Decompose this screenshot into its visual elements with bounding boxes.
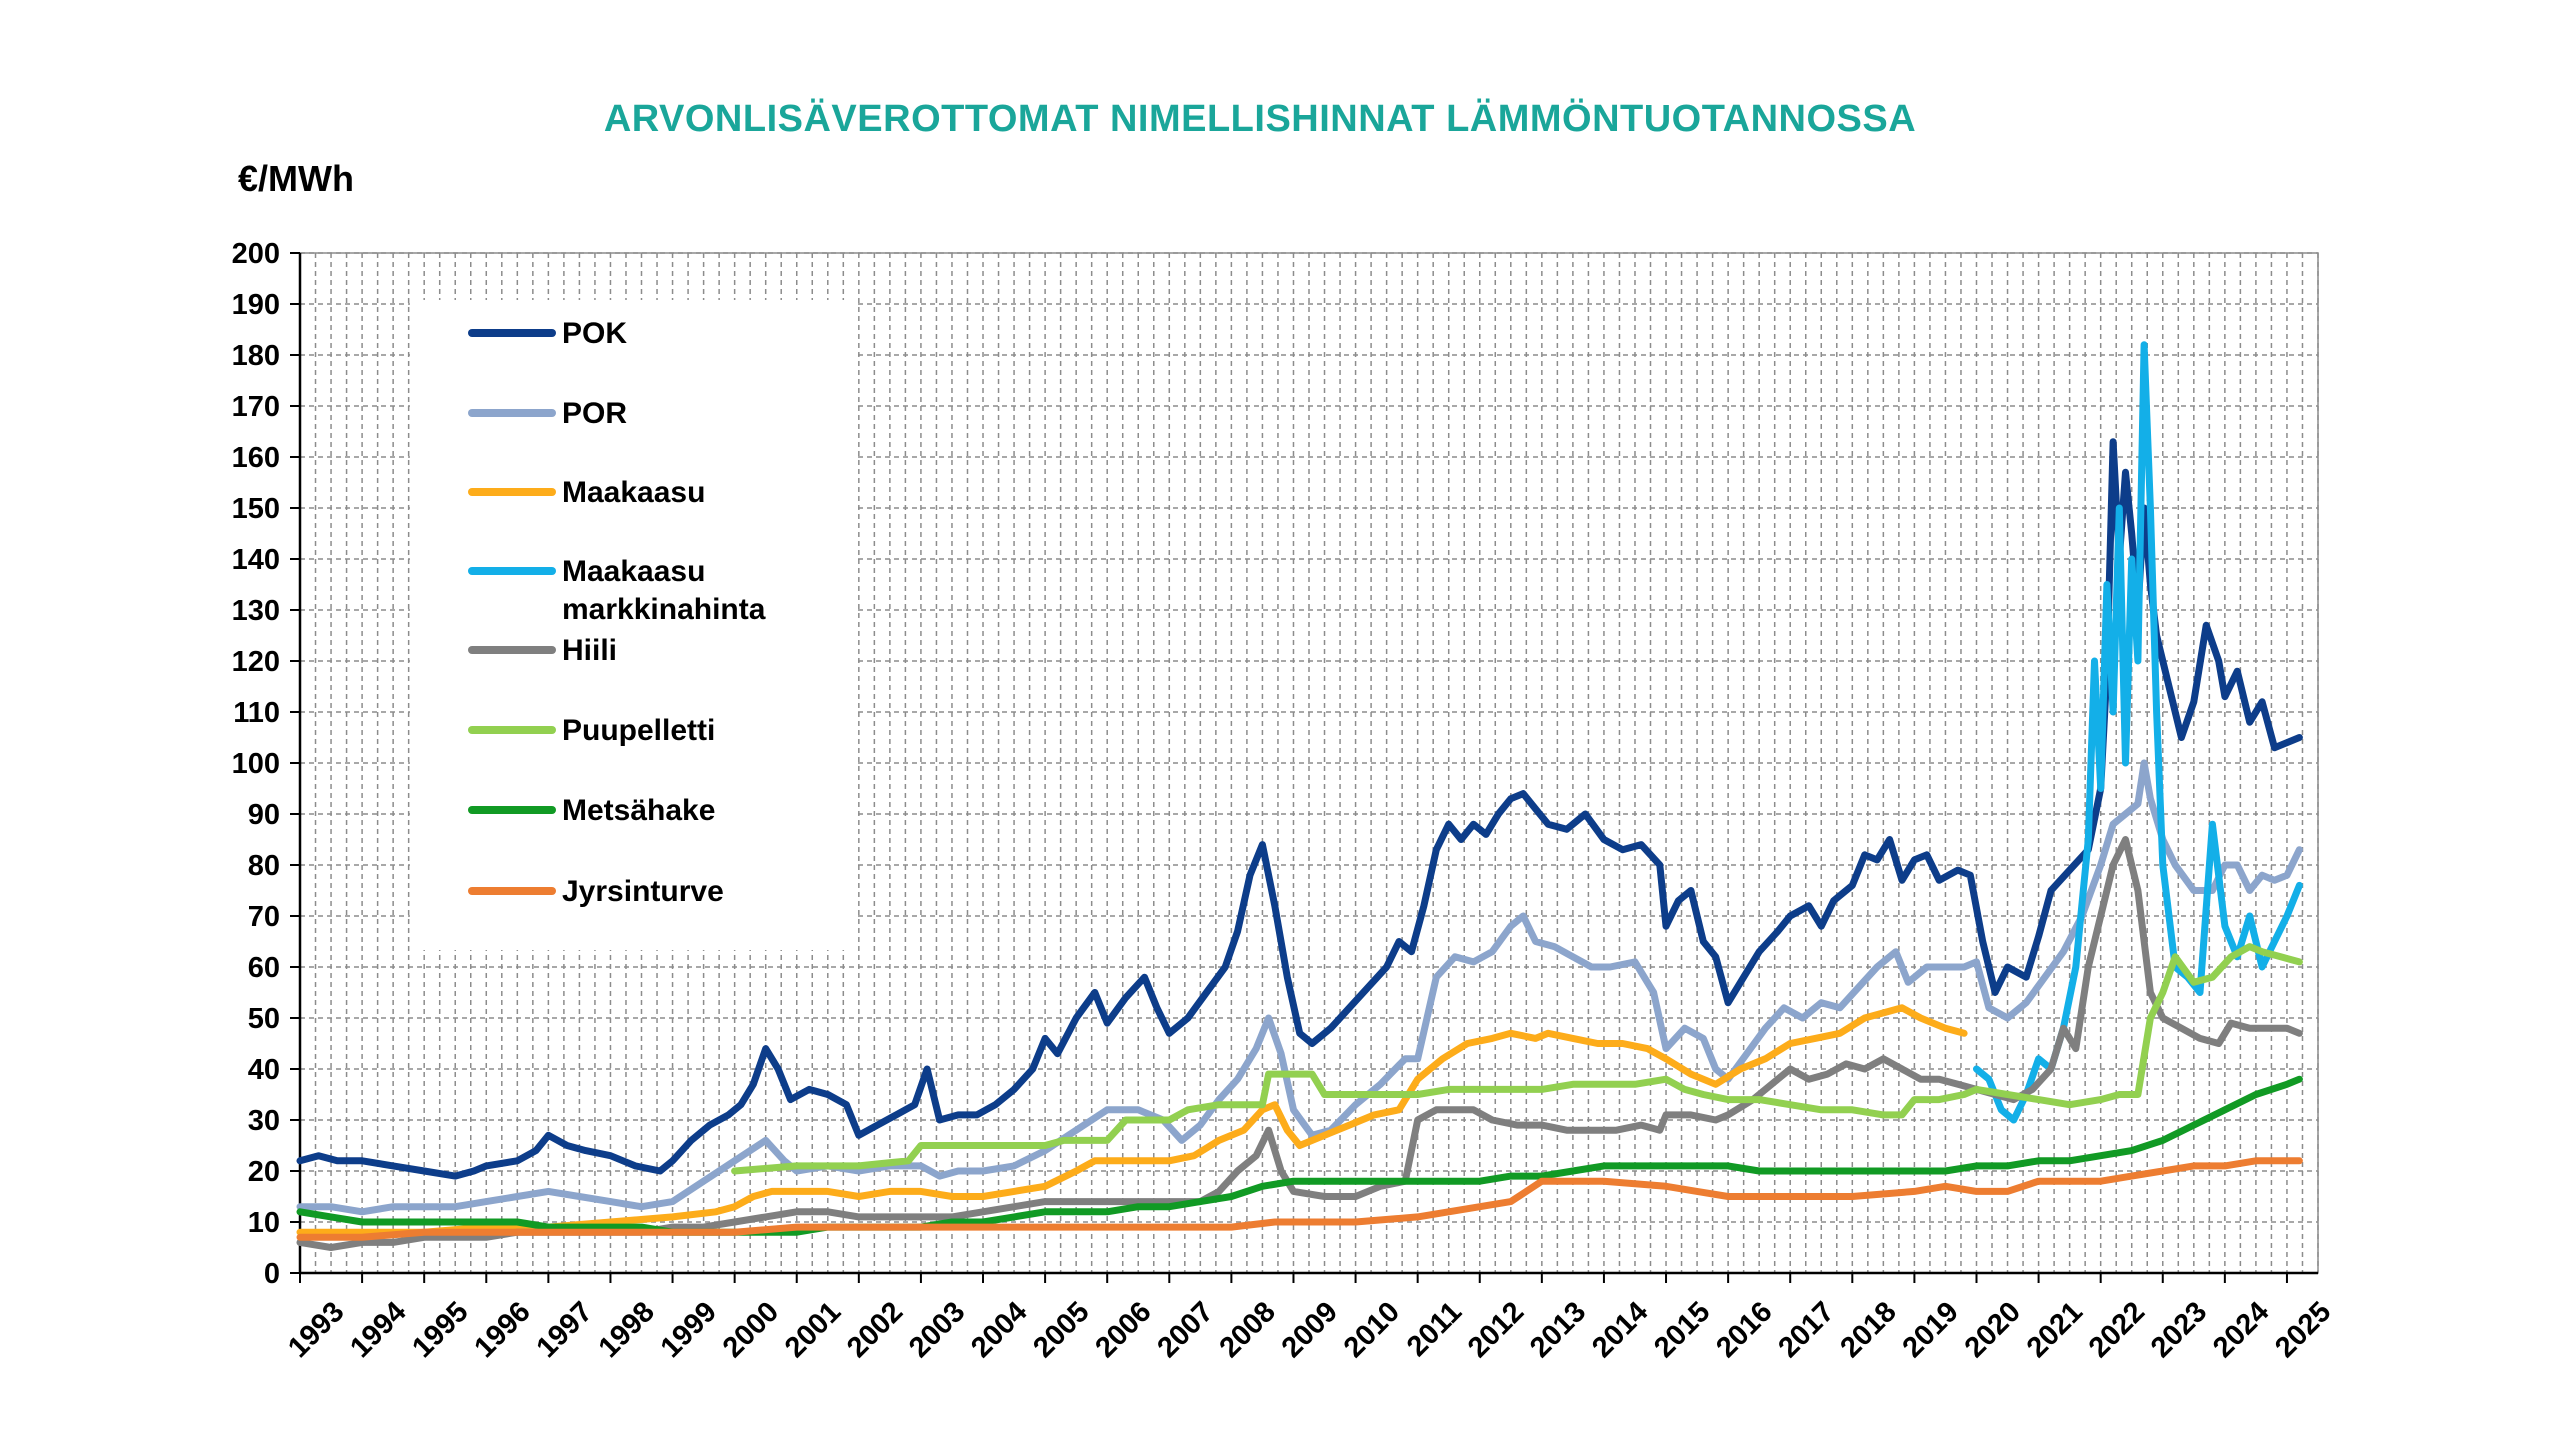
series-line-4 [296,836,2303,1251]
legend-label: markkinahinta [562,593,766,626]
x-tick-label: 2025 [2269,1296,2337,1364]
y-tick-label: 120 [232,646,280,678]
x-tick-label: 1997 [531,1296,599,1364]
x-tick-label: 2015 [1648,1296,1716,1364]
x-tick-label: 2014 [1586,1296,1654,1364]
legend-label: Puupelletti [562,714,715,747]
y-tick-label: 150 [232,493,280,525]
x-tick-label: 2007 [1151,1296,1219,1364]
x-tick-label: 2000 [717,1296,785,1364]
y-tick-label: 160 [232,442,280,474]
x-tick-label: 1993 [282,1296,350,1364]
x-tick-label: 1999 [655,1296,723,1364]
x-tick-label: 2008 [1214,1296,1282,1364]
series-line-6 [296,1075,2303,1236]
series-line-3 [1973,341,2303,1124]
x-tick-label: 2003 [903,1296,971,1364]
chart-title: ARVONLISÄVEROTTOMAT NIMELLISHINNAT LÄMMÖ… [603,98,1917,140]
y-tick-label: 80 [248,850,280,882]
y-tick-label: 110 [233,697,280,729]
x-tick-label: 2005 [1027,1296,1095,1364]
y-tick-label: 30 [248,1105,280,1137]
x-tick-label: 2016 [1710,1296,1778,1364]
y-tick-label: 130 [232,595,280,627]
y-tick-label: 70 [248,901,280,933]
y-tick-label: 20 [248,1156,280,1188]
x-tick-label: 2022 [2083,1296,2151,1364]
series-line-5 [731,943,2303,1175]
x-tick-label: 2012 [1462,1296,1530,1364]
legend-background [410,300,858,950]
x-tick-label: 2011 [1401,1296,1468,1363]
legend-label: Maakaasu [562,476,705,509]
series-line-2 [296,1004,1968,1236]
y-tick-label: 100 [232,748,280,780]
y-tick-label: 90 [248,799,280,831]
x-tick-label: 2020 [1959,1296,2027,1364]
x-tick-label: 2010 [1338,1296,1406,1364]
legend-label: Jyrsinturve [562,875,724,908]
x-tick-label: 2017 [1772,1296,1840,1364]
series-lines [296,341,2303,1251]
x-tick-label: 2021 [2021,1296,2089,1364]
x-tick-label: 2013 [1524,1296,1592,1364]
x-tick-label: 2023 [2145,1296,2213,1364]
x-tick-label: 2002 [841,1296,909,1364]
y-tick-label: 190 [232,289,280,321]
x-tick-label: 2018 [1835,1296,1903,1364]
legend-label: Maakaasu [562,555,705,588]
legend-label: POR [562,397,627,430]
y-tick-label: 10 [248,1207,280,1239]
legend-label: POK [562,317,627,350]
y-tick-label: 60 [248,952,280,984]
series-line-0 [296,438,2303,1180]
x-tick-label: 2009 [1276,1296,1344,1364]
x-tick-label: 2019 [1897,1296,1965,1364]
legend: POK POR Maakaasu Maakaasu markkinahinta Hiili… [468,317,766,908]
y-tick-label: 0 [264,1258,280,1290]
series-line-7 [296,1157,2303,1241]
y-axis-unit-label: €/MWh [238,158,354,199]
x-tick-label: 1998 [593,1296,661,1364]
y-tick-label: 50 [248,1003,280,1035]
x-tick-label: 2024 [2207,1296,2275,1364]
y-tick-label: 200 [232,238,280,270]
legend-label: Metsähake [562,794,715,827]
legend-label: Hiili [562,634,617,667]
y-tick-label: 140 [232,544,280,576]
y-tick-label: 170 [232,391,280,423]
y-tick-label: 180 [232,340,280,372]
x-tick-label: 1995 [406,1296,474,1364]
x-tick-label: 2004 [965,1296,1033,1364]
x-tick-label: 2001 [779,1296,847,1364]
x-tick-label: 2006 [1089,1296,1157,1364]
y-tick-label: 40 [248,1054,280,1086]
x-tick-label: 1996 [468,1296,536,1364]
x-tick-label: 1994 [344,1296,412,1364]
